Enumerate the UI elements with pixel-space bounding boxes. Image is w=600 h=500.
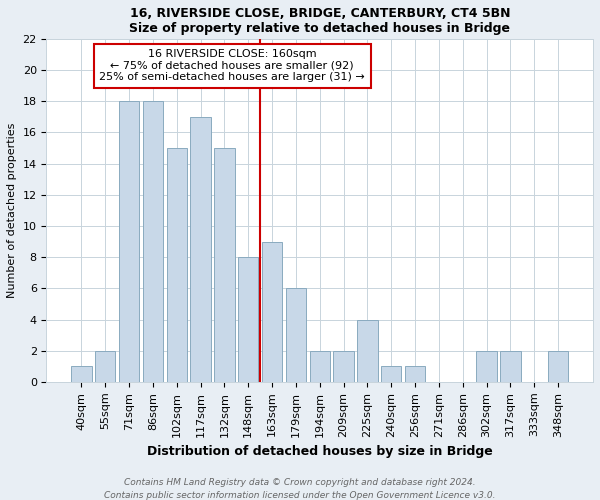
Text: 16 RIVERSIDE CLOSE: 160sqm
← 75% of detached houses are smaller (92)
25% of semi: 16 RIVERSIDE CLOSE: 160sqm ← 75% of deta… bbox=[100, 49, 365, 82]
Bar bbox=[71, 366, 92, 382]
Bar bbox=[381, 366, 401, 382]
Bar bbox=[119, 102, 139, 382]
Bar bbox=[310, 351, 330, 382]
Bar bbox=[95, 351, 115, 382]
Bar bbox=[476, 351, 497, 382]
Bar bbox=[334, 351, 354, 382]
X-axis label: Distribution of detached houses by size in Bridge: Distribution of detached houses by size … bbox=[147, 445, 493, 458]
Bar bbox=[357, 320, 377, 382]
Bar bbox=[262, 242, 282, 382]
Text: Contains HM Land Registry data © Crown copyright and database right 2024.
Contai: Contains HM Land Registry data © Crown c… bbox=[104, 478, 496, 500]
Bar bbox=[190, 117, 211, 382]
Bar bbox=[238, 257, 259, 382]
Bar bbox=[286, 288, 306, 382]
Bar bbox=[548, 351, 568, 382]
Bar bbox=[143, 102, 163, 382]
Title: 16, RIVERSIDE CLOSE, BRIDGE, CANTERBURY, CT4 5BN
Size of property relative to de: 16, RIVERSIDE CLOSE, BRIDGE, CANTERBURY,… bbox=[129, 7, 510, 35]
Bar bbox=[167, 148, 187, 382]
Bar bbox=[405, 366, 425, 382]
Y-axis label: Number of detached properties: Number of detached properties bbox=[7, 123, 17, 298]
Bar bbox=[214, 148, 235, 382]
Bar bbox=[500, 351, 521, 382]
